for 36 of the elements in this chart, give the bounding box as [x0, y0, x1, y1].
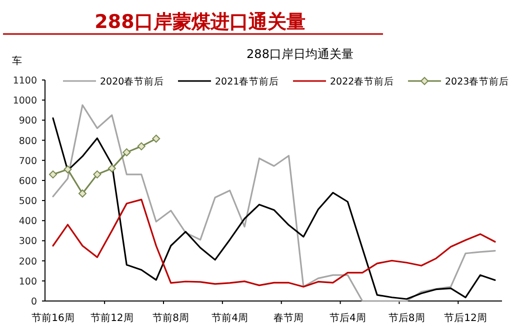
x-tick-label: 春节周: [274, 312, 304, 324]
x-tick-label: 节后12周: [444, 312, 487, 324]
point: [64, 165, 72, 174]
point: [152, 134, 160, 143]
y-tick-label: 500: [18, 196, 37, 208]
legend-label: 2020春节前后: [100, 76, 164, 88]
y-tick-label: 600: [18, 176, 37, 187]
x-tick-label: 节前4周: [212, 312, 248, 324]
legend-label: 2022春节前后: [330, 76, 394, 88]
x-tick-label: 节前8周: [152, 312, 190, 324]
point: [78, 190, 86, 198]
y-tick-label: 900: [18, 116, 37, 127]
chart-title: 288口岸蒙煤进口通关量: [94, 11, 306, 33]
point: [108, 164, 116, 172]
y-tick-label: 800: [18, 136, 37, 147]
point: [137, 142, 146, 150]
y-tick-label: 700: [18, 156, 37, 167]
y-tick-label: 300: [18, 236, 37, 248]
x-tick-label: 节前16周: [32, 312, 74, 324]
y-tick-label: 100: [18, 276, 37, 288]
line-series: [52, 198, 496, 288]
chart-subtitle: 288口岸日均通关量: [246, 47, 354, 61]
legend-label: 2023春节前后: [445, 76, 510, 88]
point: [122, 148, 131, 156]
x-tick-label: 节后4周: [329, 312, 366, 324]
y-tick-label: 1100: [12, 76, 37, 86]
y-tick-label: 200: [18, 256, 37, 268]
y-tick-label: 1000: [12, 96, 37, 107]
x-tick-label: 节后8周: [388, 312, 425, 324]
legend-label: 2021春节前后: [215, 76, 280, 88]
y-axis-title: 车: [12, 55, 22, 67]
point: [93, 170, 102, 178]
point: [49, 170, 57, 178]
y-tick-label: 400: [18, 216, 37, 228]
y-tick-label: 0: [30, 296, 37, 308]
x-tick-label: 节前12周: [90, 312, 134, 324]
